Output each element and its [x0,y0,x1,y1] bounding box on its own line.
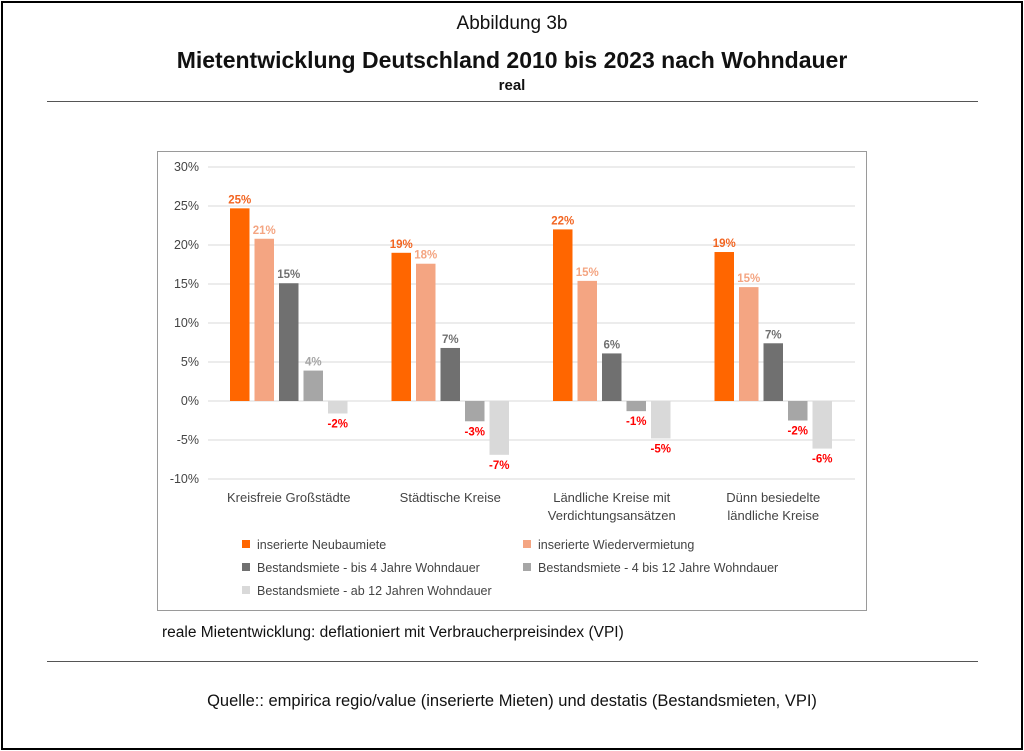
chart-title: Mietentwicklung Deutschland 2010 bis 202… [176,47,848,73]
y-tick-label: 5% [181,355,199,369]
bar [626,401,646,412]
y-tick-label: -5% [177,433,199,447]
bar [279,283,299,401]
y-tick-label: 20% [174,238,199,252]
bar [465,401,485,422]
bar [763,343,783,401]
data-label: 7% [442,334,459,346]
legend-entry: Bestandsmiete - bis 4 Jahre Wohndauer [257,561,480,575]
data-label: 7% [765,329,782,341]
chart-note: reale Mietentwicklung: deflationiert mit… [162,624,624,641]
top-divider [47,101,978,102]
bar [230,208,250,401]
bar [489,401,509,455]
data-label: 18% [414,250,437,262]
bar [254,238,274,401]
category-label: Dünn besiedelte [726,490,820,505]
category-label: ländliche Kreise [727,508,819,523]
bar [553,229,573,401]
bar [303,370,323,401]
data-label: 19% [390,239,413,251]
data-label: -2% [328,418,348,430]
bar [328,401,348,414]
data-label: 22% [551,215,574,227]
data-label: 6% [603,339,620,351]
y-tick-label: 10% [174,316,199,330]
bar [602,353,622,401]
bar [739,287,759,401]
bar [440,347,460,401]
legend-entry: Bestandsmiete - ab 12 Jahren Wohndauer [257,584,492,598]
legend-swatch [523,563,531,571]
legend-entry: inserierte Wiedervermietung [538,538,694,552]
data-label: -3% [465,426,485,438]
bar-chart: 30% 25% 20% 15% 10% 5% 0% -5% -10% 25% 21% 15% 4% -2%… [170,160,855,598]
bottom-divider [47,661,978,662]
bar [577,280,597,401]
legend-swatch [242,540,250,548]
y-tick-label: 30% [174,160,199,174]
data-label: -5% [651,443,671,455]
y-tick-label: 15% [174,277,199,291]
data-label: -2% [788,426,808,438]
chart-area: 30% 25% 20% 15% 10% 5% 0% -5% -10% 25% 21% 15% 4% -2%… [157,151,867,611]
figure-label: Abbildung 3b [456,13,568,34]
source-line: Quelle:: empirica regio/value (inseriert… [207,692,817,710]
bar [416,263,436,401]
bar [651,401,671,439]
data-label: 19% [713,238,736,250]
bar [714,252,734,401]
data-label: 15% [277,269,300,281]
legend-entry: Bestandsmiete - 4 bis 12 Jahre Wohndauer [538,561,778,575]
legend-swatch [523,540,531,548]
category-label: Verdichtungsansätzen [548,508,676,523]
bar [788,401,808,421]
data-label: -6% [812,454,832,466]
category-label: Ländliche Kreise mit [553,490,670,505]
legend-swatch [242,563,250,571]
y-tick-label: 25% [174,199,199,213]
legend-swatch [242,586,250,594]
chart-subtitle: real [498,77,526,94]
data-label: 15% [576,267,599,279]
bar [391,252,411,401]
data-label: 4% [305,357,322,369]
data-label: 21% [253,225,276,237]
data-label: 15% [737,273,760,285]
data-label: 25% [228,194,251,206]
category-label: Städtische Kreise [400,490,501,505]
legend-entry: inserierte Neubaumiete [257,538,386,552]
data-label: -1% [626,416,646,428]
y-tick-label: -10% [170,472,199,486]
bar [812,401,832,449]
data-label: -7% [489,460,509,472]
category-label: Kreisfreie Großstädte [227,490,351,505]
y-tick-label: 0% [181,394,199,408]
